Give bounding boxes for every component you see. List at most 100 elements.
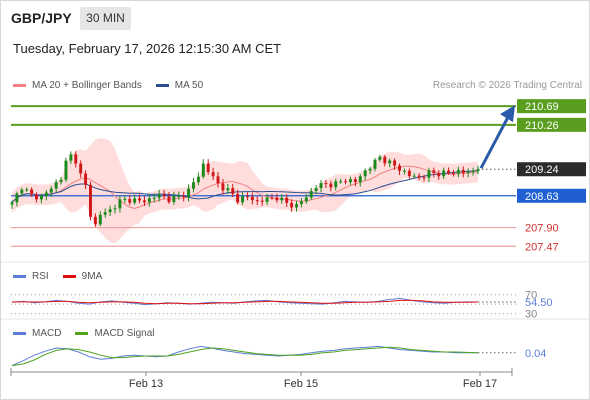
price-label-2: 209.24 (525, 164, 559, 176)
candle (290, 202, 294, 208)
forecast-arrow-shaft (479, 116, 510, 169)
candle (471, 171, 475, 173)
datetime-label: Tuesday, February 17, 2026 12:15:30 AM C… (13, 41, 282, 56)
rsi-ma-legend-label: 9MA (81, 271, 103, 282)
candle (30, 189, 34, 195)
macd-signal-swatch (75, 332, 89, 335)
candle (152, 197, 156, 199)
rsi-ma-line (12, 299, 479, 305)
macd-legend-label: MACD (32, 328, 62, 339)
candle (15, 193, 19, 203)
candle (353, 179, 357, 183)
candle (314, 188, 318, 192)
candle (187, 188, 191, 198)
candle (432, 170, 436, 174)
candle (211, 172, 215, 177)
candle (461, 169, 465, 173)
candle (476, 169, 480, 172)
candle (236, 193, 240, 203)
ma20-legend-label: MA 20 + Bollinger Bands (32, 80, 142, 91)
ma20-swatch (13, 84, 26, 87)
candle (216, 176, 220, 184)
candle (79, 163, 83, 174)
candle (456, 169, 460, 174)
candle (157, 194, 161, 198)
candle (358, 176, 362, 183)
candle (44, 192, 48, 196)
rsi-swatch (13, 275, 26, 278)
candle (245, 196, 249, 198)
rsi-level-label-0: 70 (525, 290, 537, 302)
candle (422, 177, 426, 179)
candle (319, 183, 323, 189)
x-tick-label-1: Feb 15 (284, 378, 318, 390)
candle (84, 173, 88, 185)
candle (452, 173, 455, 175)
macd-swatch (13, 332, 26, 335)
candle (192, 182, 195, 189)
candle (123, 199, 127, 201)
price-label-1: 210.26 (525, 120, 559, 132)
candle (64, 160, 68, 180)
macd-signal-legend-label: MACD Signal (94, 328, 155, 339)
candle (172, 195, 176, 203)
candle (206, 163, 210, 173)
x-tick-label-0: Feb 13 (129, 378, 163, 390)
ma50-swatch (155, 84, 169, 87)
price-label-5: 207.47 (525, 241, 559, 253)
candle (304, 197, 308, 202)
candle (226, 188, 230, 191)
candle (147, 198, 151, 203)
candle (25, 189, 29, 191)
candle (348, 179, 352, 183)
candle (309, 191, 313, 198)
candle (221, 183, 225, 191)
candle (329, 183, 333, 188)
price-legend: MA 20 + Bollinger Bands MA 50 (13, 80, 217, 91)
candle (59, 179, 63, 183)
candle (162, 194, 166, 197)
macd-line (11, 345, 478, 367)
candle (285, 197, 289, 203)
candle (241, 196, 245, 203)
candle (196, 176, 200, 183)
candle (201, 163, 205, 177)
candle (250, 196, 254, 201)
candle (118, 199, 122, 209)
price-label-4: 207.90 (525, 223, 559, 235)
candle (427, 170, 431, 178)
rsi-line (11, 298, 479, 306)
timeframe-button[interactable]: 30 MIN (80, 7, 131, 30)
candle (98, 214, 102, 225)
candle (299, 201, 303, 205)
candle (35, 194, 38, 200)
candle (402, 170, 406, 172)
x-tick-label-2: Feb 17 (463, 378, 497, 390)
candle (275, 197, 279, 201)
candle (113, 208, 117, 210)
candle (388, 160, 392, 164)
candle (265, 197, 269, 202)
ma50-legend-label: MA 50 (174, 80, 204, 91)
price-label-box-2 (517, 162, 586, 177)
candle (368, 168, 372, 171)
candle (373, 159, 377, 169)
candle (383, 156, 387, 164)
rsi-level-label-1: 30 (525, 309, 537, 321)
price-label-box-1 (517, 117, 586, 132)
candle (89, 184, 92, 217)
candle (138, 198, 142, 201)
macd-signal-line (11, 346, 479, 367)
price-label-3: 208.63 (525, 191, 559, 203)
candle (412, 175, 416, 177)
candle (255, 200, 259, 202)
candle (295, 204, 298, 208)
candle (378, 156, 382, 160)
rsi-legend-label: RSI (32, 271, 49, 282)
candle (260, 200, 264, 202)
candle (54, 182, 58, 189)
bollinger-band (12, 138, 478, 244)
candle (20, 189, 24, 194)
candle (270, 197, 274, 199)
